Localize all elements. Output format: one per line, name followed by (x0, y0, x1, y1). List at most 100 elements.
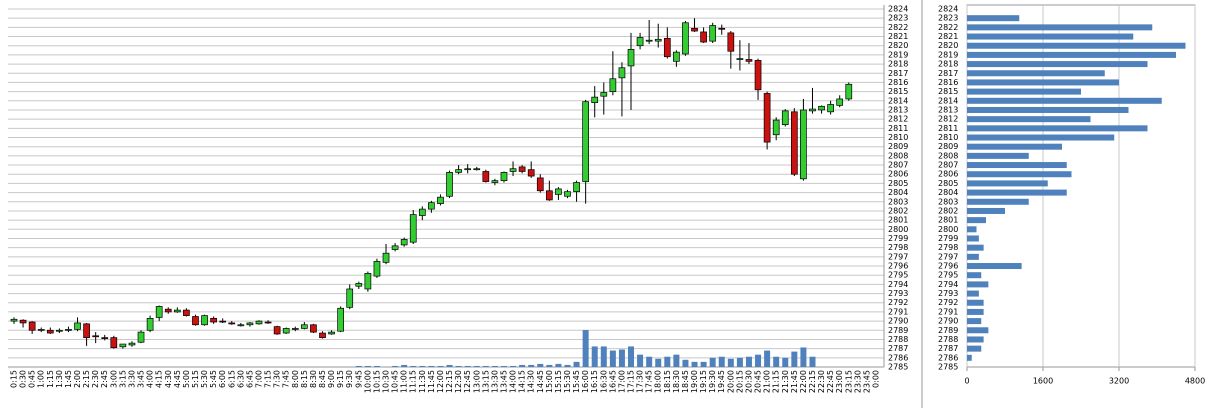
volume-bar (482, 365, 489, 367)
x-tick-label: 21:30 (781, 370, 790, 393)
profile-bar (967, 70, 1105, 77)
candle-body (727, 32, 735, 52)
x-tick-label: 0:15 (10, 370, 19, 388)
x-tick-label: 14:15 (518, 370, 527, 393)
volume-bar (564, 364, 571, 367)
candle-body (673, 51, 680, 62)
y-tick-label: 2793 (888, 289, 908, 298)
candle-body (228, 322, 236, 325)
y-tick-label: 2785 (888, 363, 908, 372)
profile-bar (967, 180, 1048, 187)
x-tick-label: 0 (964, 377, 969, 386)
volume-bar (700, 361, 707, 367)
candle-body (718, 27, 726, 30)
y-tick-label: 2789 (938, 326, 958, 335)
x-tick-label: 23:15 (844, 370, 853, 393)
x-tick-label: 11:30 (418, 370, 427, 393)
candle-body (446, 172, 453, 197)
volume-bar (709, 357, 716, 367)
y-tick-label: 2806 (938, 170, 958, 179)
candle-body (636, 37, 644, 47)
y-tick-label: 2804 (888, 188, 908, 197)
y-tick-label: 2822 (938, 23, 958, 32)
profile-bar (967, 308, 984, 315)
x-tick-label: 21:45 (790, 370, 799, 393)
y-tick-label: 2789 (888, 326, 908, 335)
candle-body (65, 329, 72, 331)
profile-bar (967, 290, 979, 297)
volume-bar (618, 349, 625, 367)
profile-bar (967, 345, 982, 352)
y-tick-label: 2797 (938, 252, 958, 261)
candle-body (800, 109, 807, 180)
profile-bar (967, 116, 1091, 123)
candle-body (772, 119, 780, 136)
x-tick-label: 18:45 (681, 370, 690, 393)
y-tick-label: 2819 (938, 50, 958, 59)
x-tick-label: 3:45 (137, 370, 146, 388)
profile-bar (967, 235, 979, 242)
y-tick-label: 2808 (888, 151, 908, 160)
candle-body (700, 31, 707, 43)
y-tick-label: 2803 (938, 197, 958, 206)
x-tick-label: 0:45 (28, 370, 37, 388)
candle-body (28, 321, 36, 331)
candle-body (491, 180, 499, 183)
candle-body (373, 261, 381, 277)
x-tick-label: 1:30 (55, 370, 64, 388)
volume-bar (600, 346, 607, 367)
x-tick-label: 9:15 (336, 370, 345, 388)
candle-body (763, 93, 771, 143)
x-tick-label: 4:30 (164, 370, 173, 388)
profile-bar (967, 299, 984, 306)
profile-bar (967, 217, 986, 224)
candle-body (237, 324, 245, 327)
x-tick-label: 9:45 (354, 370, 363, 388)
x-tick-label: 4800 (1185, 377, 1205, 386)
x-tick-label: 12:45 (463, 370, 472, 393)
candle-body (173, 309, 181, 313)
candle-body (364, 273, 372, 290)
candle-body (310, 324, 317, 333)
candle-body (319, 332, 326, 338)
x-tick-label: 6:00 (218, 370, 227, 388)
x-tick-label: 18:00 (654, 370, 663, 393)
x-tick-label: 3:00 (109, 370, 118, 388)
candle-body (119, 343, 127, 348)
x-tick-label: 11:45 (427, 370, 436, 393)
y-tick-label: 2791 (938, 307, 958, 316)
volume-bar (373, 365, 380, 367)
volume-bar (727, 358, 734, 367)
volume-bar (718, 356, 725, 367)
volume-bar (773, 356, 780, 367)
x-tick-label: 16:15 (590, 370, 599, 393)
candle-body (736, 58, 744, 60)
volume-bar (500, 365, 507, 367)
x-tick-label: 0:30 (19, 370, 28, 388)
candle-body (282, 328, 290, 334)
volume-bar (555, 363, 562, 367)
candle-body (781, 110, 789, 126)
candle-body (437, 196, 444, 204)
candle-body (219, 320, 227, 323)
y-tick-label: 2809 (888, 142, 908, 151)
x-tick-label: 23:30 (853, 370, 862, 393)
profile-bar (967, 272, 982, 279)
x-tick-label: 22:00 (799, 370, 808, 393)
candle-body (301, 324, 308, 329)
candle-body (627, 49, 635, 67)
profile-bar (967, 97, 1162, 104)
x-tick-label: 17:15 (627, 370, 636, 393)
volume-bar (764, 350, 771, 367)
y-tick-label: 2805 (888, 179, 908, 188)
y-tick-label: 2820 (938, 41, 958, 50)
candle-body (137, 331, 145, 343)
x-tick-label: 20:45 (754, 370, 763, 393)
y-tick-label: 2818 (938, 60, 958, 69)
x-tick-label: 7:45 (282, 370, 291, 388)
profile-bar (967, 354, 972, 361)
candle-body (836, 98, 844, 106)
y-tick-label: 2799 (938, 234, 958, 243)
x-tick-label: 15:15 (554, 370, 563, 393)
